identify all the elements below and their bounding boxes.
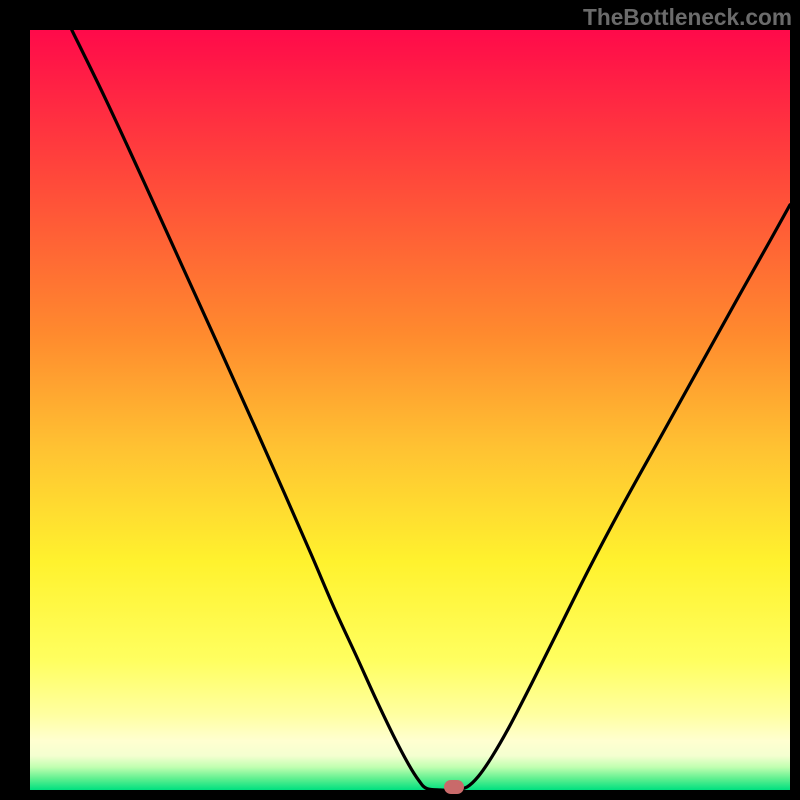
bottleneck-curve	[30, 30, 790, 790]
attribution-text: TheBottleneck.com	[583, 4, 792, 31]
chart-container: TheBottleneck.com	[0, 0, 800, 800]
plot-area	[30, 30, 790, 790]
optimum-marker	[444, 780, 464, 794]
